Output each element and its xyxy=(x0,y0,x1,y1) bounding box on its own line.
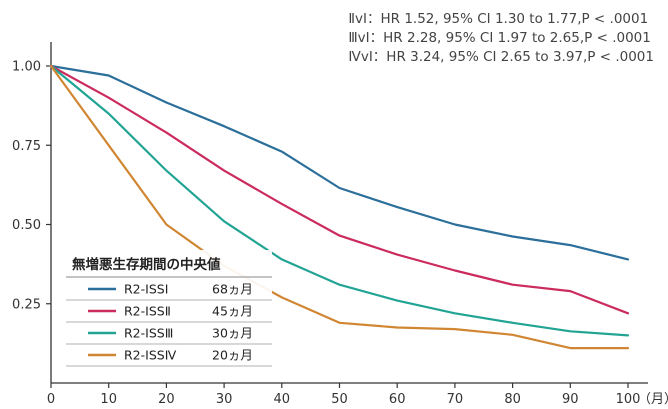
y-tick-label: 0.75 xyxy=(12,139,41,154)
x-tick-label: 10 xyxy=(100,392,117,407)
series-line-4 xyxy=(49,64,630,350)
legend-series-name: R2-ISSⅡ xyxy=(124,304,171,319)
x-tick-label: 0 xyxy=(47,392,55,407)
x-tick-label: 100 xyxy=(616,392,641,407)
legend-series-median: 68ヵ月 xyxy=(212,282,253,297)
series-lines xyxy=(49,64,630,350)
series-line-2 xyxy=(49,64,630,315)
series-line-3 xyxy=(49,64,630,337)
y-tick-label: 0.50 xyxy=(12,218,41,233)
legend-series-median: 45ヵ月 xyxy=(212,304,253,319)
x-tick-label: 40 xyxy=(274,392,291,407)
x-tick-label: 50 xyxy=(331,392,348,407)
hr-line-2v1: ⅡvⅠ：HR 1.52, 95% CI 1.30 to 1.77,P < .00… xyxy=(348,11,649,27)
x-axis-unit-label: （月） xyxy=(638,392,668,407)
x-tick-label: 20 xyxy=(158,392,175,407)
legend-background xyxy=(66,250,272,368)
legend-series-name: R2-ISSⅢ xyxy=(124,326,173,341)
legend: 無増悪生存期間の中央値 R2-ISSⅠ 68ヵ月 R2-ISSⅡ 45ヵ月 R2-ISSⅢ… xyxy=(66,250,272,368)
y-tick-label: 1.00 xyxy=(12,60,41,75)
x-tick-label: 90 xyxy=(562,392,579,407)
x-tick-label: 60 xyxy=(389,392,406,407)
legend-series-name: R2-ISSⅠ xyxy=(124,282,168,297)
axes: 0.25 0.50 0.75 1.00 0 10 20 30 40 50 60 70 80 90 100（月… xyxy=(12,42,668,407)
hr-line-3v1: ⅢvⅠ：HR 2.28, 95% CI 1.97 to 2.65,P < .00… xyxy=(348,30,651,46)
legend-series-name: R2-ISSⅣ xyxy=(124,348,177,363)
legend-series-median: 30ヵ月 xyxy=(212,326,253,341)
legend-series-median: 20ヵ月 xyxy=(212,348,253,363)
x-tick-label: 80 xyxy=(504,392,521,407)
x-tick-label: 70 xyxy=(447,392,464,407)
legend-title: 無増悪生存期間の中央値 xyxy=(72,256,221,273)
hazard-ratio-annotations: ⅡvⅠ：HR 1.52, 95% CI 1.30 to 1.77,P < .00… xyxy=(348,10,654,67)
y-tick-label: 0.25 xyxy=(12,297,41,312)
x-tick-label: 30 xyxy=(216,392,233,407)
hr-line-4v1: ⅣvⅠ：HR 3.24, 95% CI 2.65 to 3.97,P < .00… xyxy=(348,49,654,65)
series-line-1 xyxy=(49,64,630,261)
